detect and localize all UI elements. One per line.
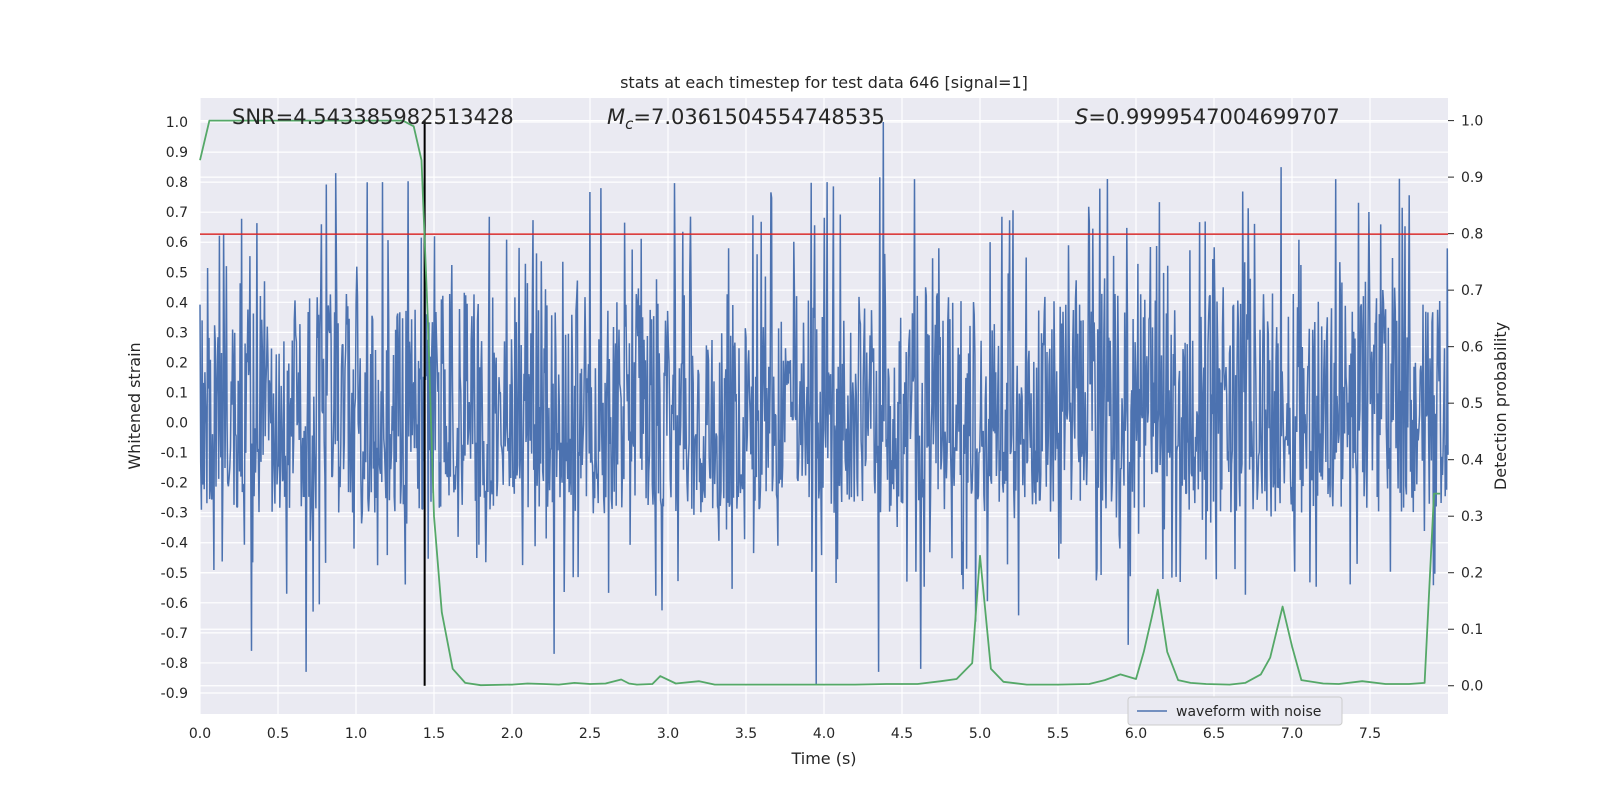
waveform-line — [199, 121, 1449, 685]
y-tick-label: 0.5 — [166, 265, 188, 281]
chirp-mass-annotation: Mc=7.0361504554748535 — [607, 105, 885, 133]
x-tick-label: 2.0 — [501, 726, 523, 742]
x-tick-label: 1.5 — [423, 726, 445, 742]
legend: waveform with noise — [1127, 696, 1343, 726]
detection-probability-series — [199, 119, 1441, 687]
x-tick-label: 4.0 — [813, 726, 835, 742]
s-value: =0.9999547004699707 — [1088, 105, 1339, 129]
chirp-mass-value: =7.0361504554748535 — [633, 105, 884, 129]
y2-tick-label: 0.3 — [1461, 509, 1483, 525]
x-tick-label: 5.5 — [1047, 726, 1069, 742]
y-tick-label: -0.8 — [161, 656, 188, 672]
x-tick-label: 7.5 — [1359, 726, 1381, 742]
y2-axis-label: Detection probability — [1491, 322, 1510, 490]
x-tick-label: 0.0 — [189, 726, 211, 742]
y2-tick-label: 0.6 — [1461, 340, 1483, 356]
y-tick-label: 1.0 — [166, 115, 188, 131]
y2-tick-label: 0.5 — [1461, 396, 1483, 412]
y-tick-label: 0.1 — [166, 385, 188, 401]
y-axis-label: Whitened strain — [125, 342, 144, 469]
x-tick-label: 3.0 — [657, 726, 679, 742]
y-tick-label: 0.9 — [166, 145, 188, 161]
detection-probability-line — [199, 119, 1441, 687]
y-tick-label: -0.6 — [161, 596, 188, 612]
x-tick-label: 2.5 — [579, 726, 601, 742]
waveform-series — [199, 121, 1449, 685]
y2-tick-label: 0.8 — [1461, 227, 1483, 243]
x-tick-label: 4.5 — [891, 726, 913, 742]
y-axis-ticks: -0.9 -0.8 -0.7 -0.6 -0.5 -0.4 -0.3 -0.2 -0.1 0.0 0… — [161, 115, 188, 702]
y-tick-label: 0.7 — [166, 205, 188, 221]
x-tick-label: 5.0 — [969, 726, 991, 742]
y-tick-label: -0.4 — [161, 536, 188, 552]
legend-entry: waveform with noise — [1176, 704, 1321, 720]
y-tick-label: 0.2 — [166, 355, 188, 371]
chart-title: stats at each timestep for test data 646… — [620, 73, 1028, 92]
overlay-lines — [200, 120, 1448, 686]
y2-tick-label: 0.2 — [1461, 566, 1483, 582]
y-tick-label: -0.1 — [161, 446, 188, 462]
y-tick-label: -0.9 — [161, 686, 188, 702]
chirp-mass-symbol: M — [607, 105, 625, 129]
x-tick-label: 1.0 — [345, 726, 367, 742]
y-tick-label: -0.5 — [161, 566, 188, 582]
y-tick-label: 0.0 — [166, 416, 188, 432]
x-axis-label: Time (s) — [790, 749, 856, 768]
x-tick-label: 6.5 — [1203, 726, 1225, 742]
x-tick-label: 0.5 — [267, 726, 289, 742]
y2-tick-label: 0.7 — [1461, 283, 1483, 299]
y-tick-label: 0.3 — [166, 325, 188, 341]
y-tick-label: -0.3 — [161, 506, 188, 522]
y2-tick-label: 0.9 — [1461, 170, 1483, 186]
x-axis-ticks: 0.0 0.5 1.0 1.5 2.0 2.5 3.0 3.5 4.0 4.5 5.0 5.5 6.0 6… — [189, 726, 1381, 742]
s-annotation: S=0.9999547004699707 — [1075, 105, 1340, 129]
y-tick-label: 0.6 — [166, 235, 188, 251]
x-tick-label: 7.0 — [1281, 726, 1303, 742]
s-symbol: S — [1075, 105, 1088, 129]
y2-tick-label: 0.1 — [1461, 622, 1483, 638]
legend-box — [1127, 696, 1343, 726]
y-tick-label: -0.7 — [161, 626, 188, 642]
y2-axis-ticks: 0.0 0.1 0.2 0.3 0.4 0.5 0.6 0.7 0.8 0.9 1.0 — [1448, 114, 1483, 695]
y-tick-label: 0.8 — [166, 175, 188, 191]
y-tick-label: -0.2 — [161, 476, 188, 492]
y2-tick-label: 1.0 — [1461, 114, 1483, 130]
snr-annotation: SNR=4.543385982513428 — [232, 105, 514, 129]
y-tick-label: 0.4 — [166, 295, 188, 311]
chirp-mass-subscript: c — [625, 115, 634, 133]
y2-tick-label: 0.0 — [1461, 679, 1483, 695]
y2-tick-label: 0.4 — [1461, 453, 1483, 469]
x-tick-label: 3.5 — [735, 726, 757, 742]
x-tick-label: 6.0 — [1125, 726, 1147, 742]
